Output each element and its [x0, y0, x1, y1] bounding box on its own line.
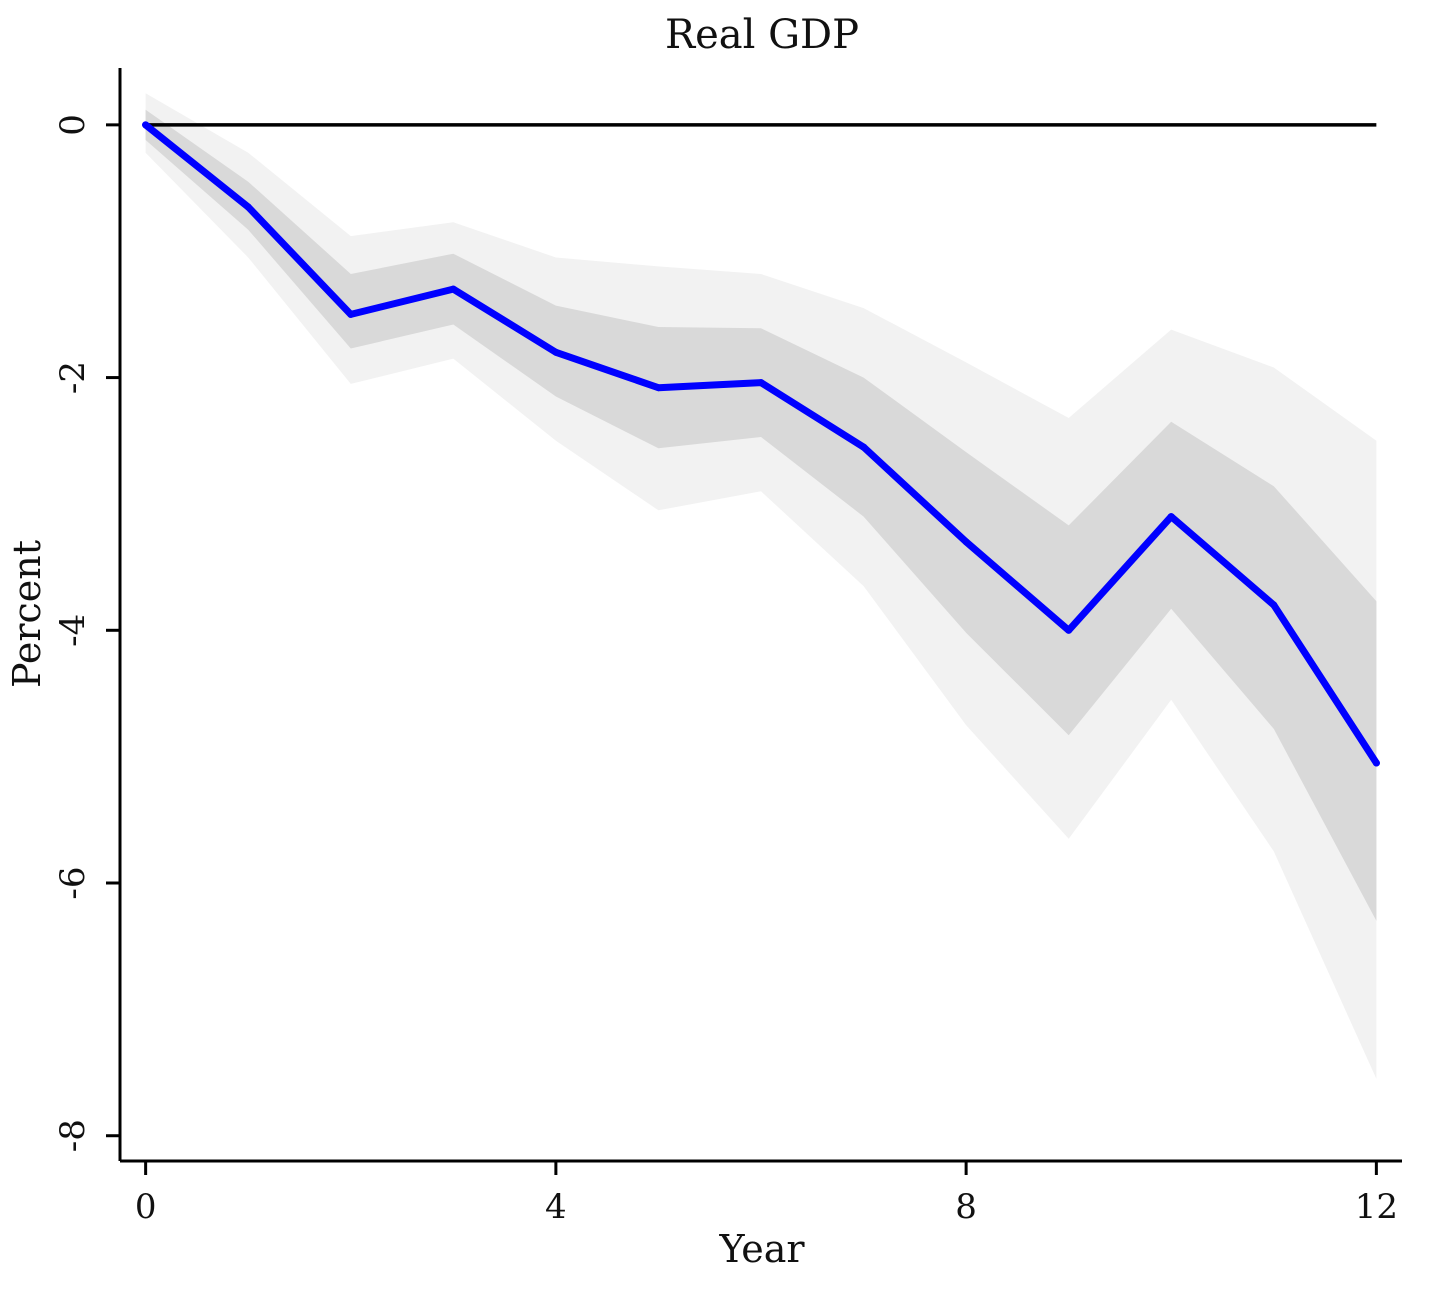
- data-point: [347, 310, 355, 318]
- data-point: [449, 285, 457, 293]
- data-point: [552, 348, 560, 356]
- data-point: [1372, 759, 1380, 767]
- x-tick-label: 0: [135, 1187, 157, 1227]
- axes: 0 -2 -4 -6 -8 0 4 8 12: [53, 68, 1402, 1227]
- confidence-band-inner: [145, 109, 1377, 921]
- data-point: [142, 121, 150, 129]
- y-tick-label: 0: [53, 114, 93, 136]
- data-point: [244, 203, 252, 211]
- y-tick-label: -8: [53, 1119, 93, 1152]
- y-axis-ticks: 0 -2 -4 -6 -8: [53, 114, 120, 1152]
- confidence-bands: [145, 93, 1377, 1079]
- x-axis-ticks: 0 4 8 12: [135, 1161, 1398, 1227]
- y-tick-label: -4: [53, 614, 93, 647]
- x-tick-label: 8: [955, 1187, 977, 1227]
- data-point: [1270, 601, 1278, 609]
- x-axis-label: Year: [718, 1227, 805, 1271]
- x-tick-label: 12: [1355, 1187, 1398, 1227]
- y-tick-label: -2: [53, 361, 93, 394]
- data-point: [1065, 626, 1073, 634]
- confidence-band-outer: [145, 93, 1377, 1079]
- data-point: [1167, 513, 1175, 521]
- chart-title: Real GDP: [665, 12, 859, 58]
- data-point: [654, 384, 662, 392]
- series-layer: [142, 121, 1380, 767]
- y-tick-label: -6: [53, 866, 93, 899]
- data-point: [757, 379, 765, 387]
- y-axis-label: Percent: [5, 540, 49, 688]
- data-point: [962, 538, 970, 546]
- data-point: [860, 443, 868, 451]
- x-tick-label: 4: [545, 1187, 567, 1227]
